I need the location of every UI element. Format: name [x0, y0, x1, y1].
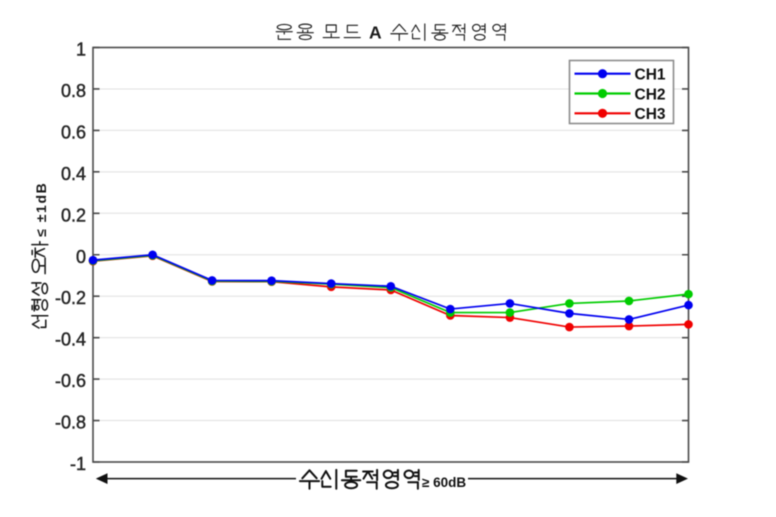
svg-text:≥ 60dB: ≥ 60dB — [422, 475, 466, 490]
svg-text:-0.8: -0.8 — [55, 413, 86, 433]
svg-text:1: 1 — [76, 40, 86, 60]
svg-text:A: A — [369, 22, 382, 42]
svg-text:0.2: 0.2 — [61, 205, 86, 225]
svg-text:0.8: 0.8 — [61, 81, 86, 101]
svg-text:-0.2: -0.2 — [55, 288, 86, 308]
svg-text:≤ ±1dB: ≤ ±1dB — [33, 182, 49, 237]
svg-text:CH2: CH2 — [635, 86, 666, 103]
svg-text:CH3: CH3 — [635, 106, 666, 123]
svg-text:0.4: 0.4 — [61, 164, 86, 184]
svg-text:0.6: 0.6 — [61, 122, 86, 142]
svg-text:-0.4: -0.4 — [55, 330, 86, 350]
svg-text:CH1: CH1 — [635, 67, 666, 84]
svg-text:-0.6: -0.6 — [55, 371, 86, 391]
svg-text:-1: -1 — [70, 454, 86, 474]
svg-text:0: 0 — [76, 247, 86, 267]
